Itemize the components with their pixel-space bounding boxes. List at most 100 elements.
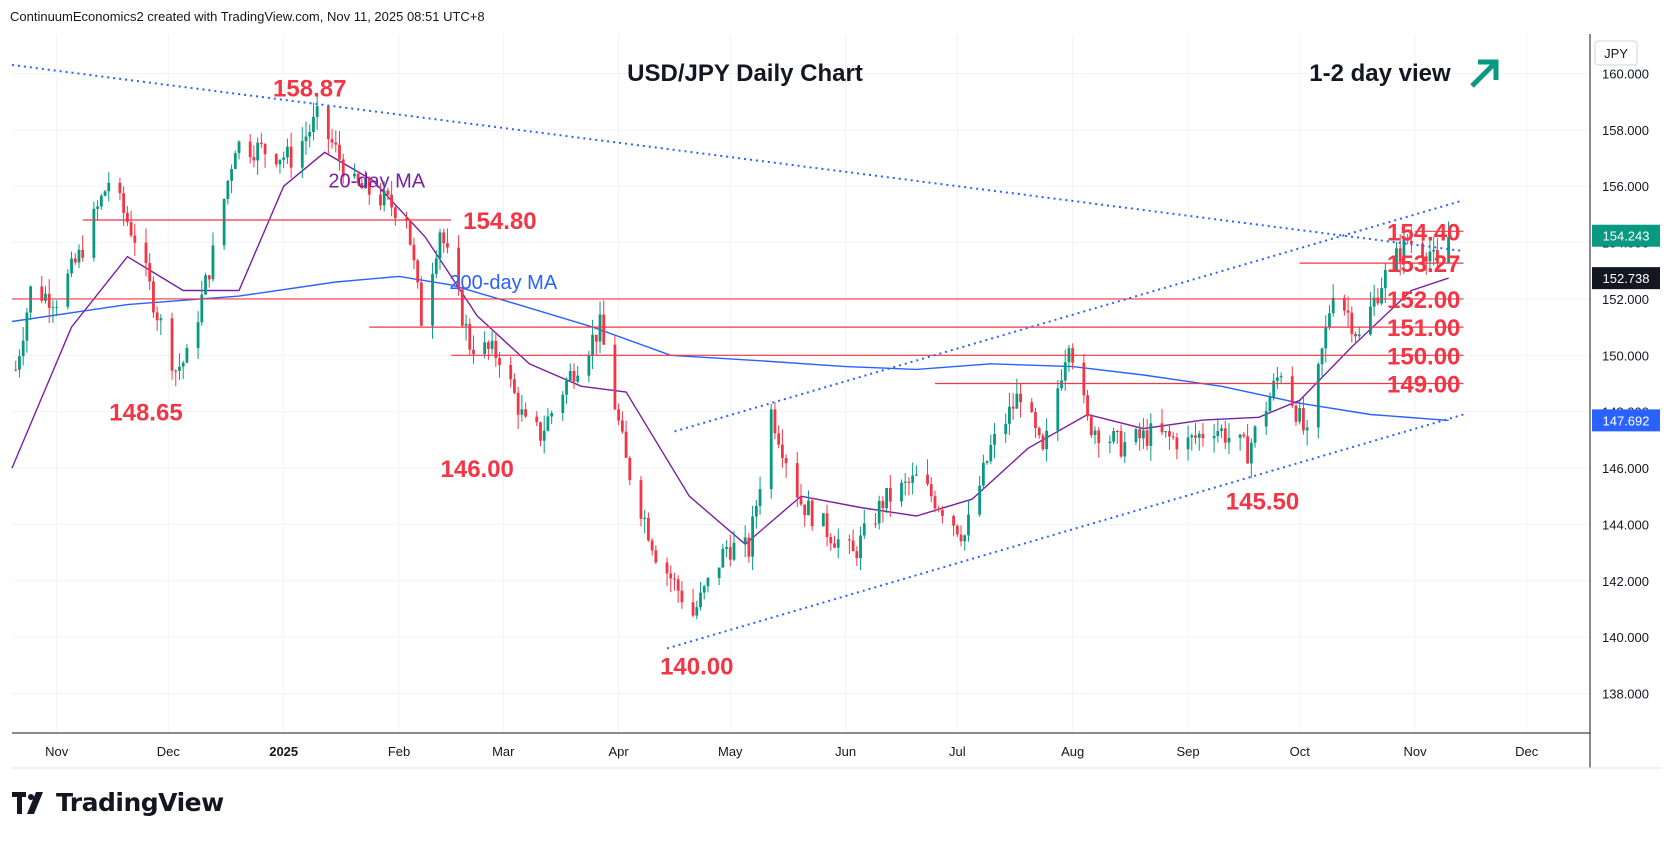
candle-body [379, 194, 382, 206]
candle-body [442, 232, 446, 244]
price-axis[interactable]: 160.000158.000156.000154.000152.000150.0… [1602, 66, 1649, 701]
candle-body [1350, 312, 1354, 334]
candlestick-series [14, 96, 1450, 620]
candle-body [676, 579, 680, 591]
candle-body [1342, 297, 1346, 311]
x-tick-label: 2025 [269, 744, 298, 759]
candle-body [780, 444, 784, 459]
x-tick-label: Nov [45, 744, 69, 759]
candle-body [859, 535, 862, 559]
candle-body [1331, 297, 1335, 314]
candle-body [911, 475, 915, 483]
candle-body [1056, 388, 1060, 431]
candle-body [25, 312, 29, 341]
candle-body [1428, 251, 1432, 262]
candle-body [1409, 240, 1413, 244]
ma-label: 20-day MA [328, 171, 425, 193]
candle-body [620, 420, 624, 432]
y-tick-label: 156.000 [1602, 179, 1649, 194]
candle-body [1324, 326, 1328, 349]
candle-body [1253, 426, 1257, 443]
candle-body [1395, 248, 1398, 270]
candle-body [1357, 334, 1361, 337]
candle-body [1223, 428, 1227, 443]
candle-body [125, 212, 129, 223]
x-tick-label: Sep [1176, 744, 1199, 759]
ma20-line [11, 151, 1449, 546]
y-tick-label: 142.000 [1602, 574, 1649, 589]
candle-body [963, 535, 967, 542]
candle-body [196, 322, 200, 349]
candle-body [356, 173, 360, 184]
candle-body [70, 258, 73, 274]
candle-body [568, 370, 572, 381]
currency-label: JPY [1604, 46, 1628, 61]
candle-body [1063, 362, 1067, 381]
candle-body [408, 220, 412, 245]
candle-body [1290, 376, 1294, 406]
candle-body [721, 548, 725, 568]
currency-badge[interactable] [1594, 40, 1638, 66]
candle-body [888, 487, 892, 502]
candle-body [877, 501, 881, 524]
chart-title: USD/JPY Daily Chart [627, 60, 863, 87]
candle-body [47, 293, 51, 308]
x-tick-label: Nov [1404, 744, 1428, 759]
candle-body [1008, 406, 1011, 424]
candle-body [315, 106, 319, 117]
candle-body [751, 516, 755, 557]
candle-body [825, 513, 829, 537]
candle-body [155, 312, 159, 321]
candle-body [1019, 393, 1022, 403]
time-axis[interactable]: Nov Dec 2025 Feb Mar Apr May Jun Jul Aug Sep Oct Nov… [45, 744, 1539, 759]
candle-body [546, 416, 550, 431]
candle-body [1086, 395, 1089, 417]
attribution-text: ContinuumEconomics2 created with Trading… [10, 9, 485, 24]
last-price-tag-bg [1592, 224, 1660, 247]
candle-body [885, 487, 888, 509]
candle-body [1142, 430, 1145, 439]
candle-body [524, 409, 527, 417]
tradingview-logo[interactable]: TradingView [12, 788, 224, 817]
candle-body [981, 462, 985, 486]
candle-body [1220, 428, 1223, 432]
candle-body [211, 245, 215, 280]
candle-body [926, 474, 929, 485]
candle-body [647, 517, 650, 541]
candle-body [486, 342, 490, 349]
candle-body [1190, 435, 1194, 438]
candle-body [286, 146, 289, 158]
level-label: 152.00 [1387, 287, 1460, 314]
candle-body [237, 141, 241, 154]
candle-body [643, 517, 647, 519]
candle-body [1015, 393, 1019, 409]
candle-body [364, 178, 367, 189]
candle-body [81, 249, 85, 258]
candle-body [702, 586, 706, 593]
candle-body [174, 370, 178, 372]
candle-body [1037, 427, 1041, 436]
candle-body [419, 282, 423, 326]
x-tick-label: Dec [157, 744, 181, 759]
candle-body [1402, 237, 1406, 262]
candle-body [803, 504, 807, 516]
candle-body [639, 480, 643, 519]
candle-body [717, 567, 721, 579]
candle-body [1354, 333, 1357, 337]
candle-body [148, 263, 152, 282]
candle-body [565, 380, 568, 395]
candle-body [520, 409, 524, 415]
candle-body [1145, 430, 1149, 446]
candle-body [1275, 377, 1279, 381]
candle-body [178, 366, 181, 371]
candle-body [393, 207, 397, 219]
candle-body [673, 578, 676, 580]
y-tick-label: 144.000 [1602, 517, 1649, 532]
candle-body [576, 375, 580, 382]
y-tick-label: 158.000 [1602, 123, 1649, 138]
candle-body [1398, 248, 1402, 262]
candle-body [1186, 437, 1190, 450]
candle-body [572, 370, 576, 382]
candle-body [382, 190, 386, 206]
